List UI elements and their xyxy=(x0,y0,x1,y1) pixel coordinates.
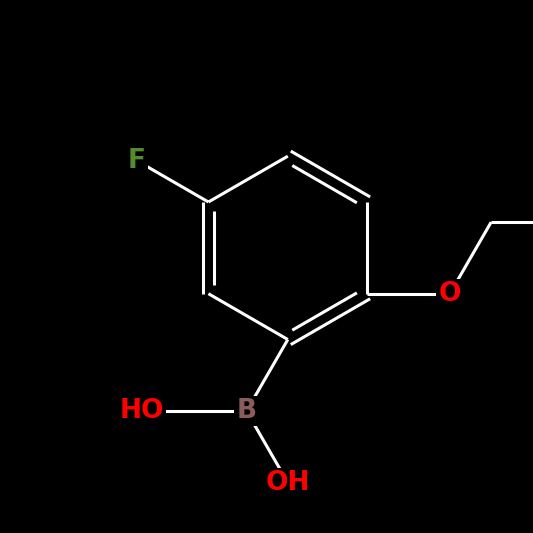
Text: B: B xyxy=(237,398,256,424)
Text: O: O xyxy=(439,281,461,306)
Text: HO: HO xyxy=(119,398,164,424)
Text: F: F xyxy=(128,148,146,174)
Text: OH: OH xyxy=(265,470,310,496)
